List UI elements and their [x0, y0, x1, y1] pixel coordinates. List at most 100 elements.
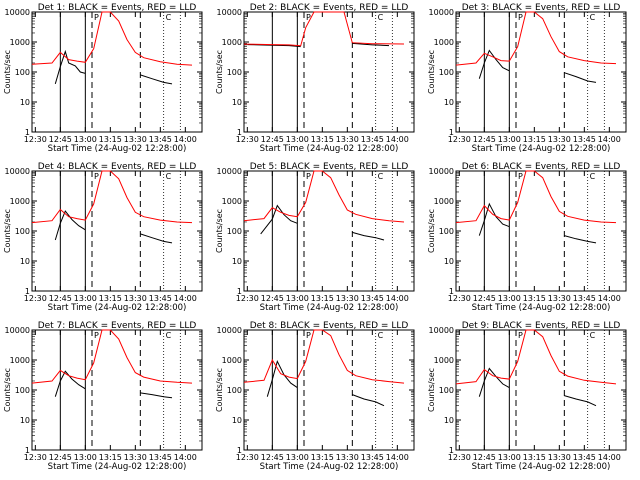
- marker-glyph: C: [378, 331, 384, 340]
- axes-frame: [455, 170, 627, 292]
- marker-glyph: C: [590, 13, 596, 22]
- marker-glyph: P: [518, 13, 523, 22]
- y-axis-label: Counts/sec: [215, 209, 224, 253]
- y-tick-label: 1: [237, 287, 242, 296]
- y-tick-label: 10000: [217, 326, 242, 335]
- series-events-line: [140, 74, 173, 85]
- series-events-line: [564, 395, 597, 407]
- y-axis-label: Counts/sec: [427, 368, 436, 412]
- x-tick-label: 13:00: [286, 294, 309, 303]
- series-lld-line: [455, 170, 617, 224]
- x-tick-label: 13:15: [311, 135, 334, 144]
- y-tick-label: 100: [227, 68, 242, 77]
- y-tick-label: 100: [227, 386, 242, 395]
- panel-det-2: Det 2: BLACK = Events, RED = LLD 1 10 100 10…: [215, 3, 415, 154]
- x-tick-label: 13:30: [336, 453, 359, 462]
- panel-title: Det 7: BLACK = Events, RED = LLD: [38, 321, 197, 331]
- x-tick-label: 13:30: [548, 453, 571, 462]
- marker-glyph: C: [378, 172, 384, 181]
- x-axis-label: Start Time (24-Aug-02 12:28:00): [48, 144, 187, 154]
- y-tick-label: 1000: [10, 38, 30, 47]
- panel-det-1: Det 1: BLACK = Events, RED = LLD 1 10 100 10…: [3, 3, 203, 154]
- x-tick-label: 12:45: [49, 294, 72, 303]
- marker-glyph: P: [94, 331, 99, 340]
- y-axis-label: Counts/sec: [3, 368, 12, 412]
- x-tick-label: 13:30: [336, 135, 359, 144]
- marker-glyph: C: [166, 13, 172, 22]
- series-events-line: [478, 202, 510, 236]
- y-tick-label: 1000: [434, 197, 454, 206]
- panel-title: Det 2: BLACK = Events, RED = LLD: [250, 3, 409, 13]
- axes-frame: [243, 170, 415, 292]
- x-tick-label: 13:15: [311, 294, 334, 303]
- x-tick-label: 13:00: [286, 135, 309, 144]
- x-tick-label: 13:45: [573, 135, 596, 144]
- x-tick-label: 12:30: [236, 453, 259, 462]
- panel-title: Det 5: BLACK = Events, RED = LLD: [250, 162, 409, 172]
- series-lld-line: [243, 329, 405, 384]
- x-tick-label: 12:45: [473, 135, 496, 144]
- series-lld-line: [31, 329, 193, 384]
- y-tick-label: 100: [15, 386, 30, 395]
- y-tick-label: 10000: [217, 167, 242, 176]
- x-axis-label: Start Time (24-Aug-02 12:28:00): [48, 303, 187, 313]
- series-events-line: [564, 235, 597, 244]
- marker-glyph: P: [518, 172, 523, 181]
- x-tick-label: 13:15: [523, 135, 546, 144]
- y-axis-label: Counts/sec: [427, 50, 436, 94]
- series-events-line: [478, 367, 510, 397]
- y-tick-label: 1000: [434, 38, 454, 47]
- y-tick-label: 10000: [5, 167, 30, 176]
- x-axis-label: Start Time (24-Aug-02 12:28:00): [472, 303, 611, 313]
- x-axis-label: Start Time (24-Aug-02 12:28:00): [260, 462, 399, 472]
- panel-det-3: Det 3: BLACK = Events, RED = LLD 1 10 100 10…: [427, 3, 627, 154]
- series-lld-line: [31, 170, 193, 224]
- series-events-line: [266, 360, 298, 397]
- y-tick-label: 10: [444, 257, 454, 266]
- x-tick-label: 12:30: [24, 453, 47, 462]
- panel-title: Det 8: BLACK = Events, RED = LLD: [250, 321, 409, 331]
- x-tick-label: 13:00: [498, 294, 521, 303]
- series-lld-line: [243, 170, 405, 223]
- x-tick-label: 13:15: [99, 294, 122, 303]
- y-tick-label: 10: [232, 98, 242, 107]
- marker-glyph: P: [306, 172, 311, 181]
- x-tick-label: 12:45: [473, 453, 496, 462]
- y-tick-label: 100: [439, 386, 454, 395]
- y-tick-label: 1: [449, 128, 454, 137]
- series-events-line: [54, 370, 86, 397]
- y-tick-label: 1: [237, 446, 242, 455]
- series-events-line: [140, 233, 173, 244]
- y-tick-label: 10000: [217, 8, 242, 17]
- y-tick-label: 10: [444, 416, 454, 425]
- marker-glyph: P: [518, 331, 523, 340]
- x-tick-label: 12:45: [261, 135, 284, 144]
- series-lld-line: [31, 11, 193, 66]
- panel-det-6: Det 6: BLACK = Events, RED = LLD 1 10 100 10…: [427, 162, 627, 313]
- x-tick-label: 13:00: [74, 294, 97, 303]
- y-tick-label: 1000: [10, 356, 30, 365]
- marker-glyph: C: [166, 172, 172, 181]
- panel-det-4: Det 4: BLACK = Events, RED = LLD 1 10 100 10…: [3, 162, 203, 313]
- x-tick-label: 13:45: [149, 294, 172, 303]
- marker-glyph: P: [94, 13, 99, 22]
- panel-title: Det 1: BLACK = Events, RED = LLD: [38, 3, 197, 13]
- series-events-line: [247, 44, 301, 48]
- y-tick-label: 10: [232, 416, 242, 425]
- x-tick-label: 14:00: [174, 453, 197, 462]
- panel-det-9: Det 9: BLACK = Events, RED = LLD 1 10 100 10…: [427, 321, 627, 472]
- y-axis-label: Counts/sec: [3, 209, 12, 253]
- x-axis-label: Start Time (24-Aug-02 12:28:00): [472, 144, 611, 154]
- series-events-line: [352, 42, 390, 47]
- y-tick-label: 100: [439, 68, 454, 77]
- x-tick-label: 13:30: [336, 294, 359, 303]
- y-tick-label: 10000: [429, 167, 454, 176]
- marker-glyph: P: [306, 13, 311, 22]
- y-axis-label: Counts/sec: [427, 209, 436, 253]
- x-tick-label: 13:45: [149, 135, 172, 144]
- x-tick-label: 13:15: [99, 135, 122, 144]
- axes-frame: [243, 11, 415, 133]
- x-tick-label: 14:00: [174, 294, 197, 303]
- x-tick-label: 12:30: [448, 294, 471, 303]
